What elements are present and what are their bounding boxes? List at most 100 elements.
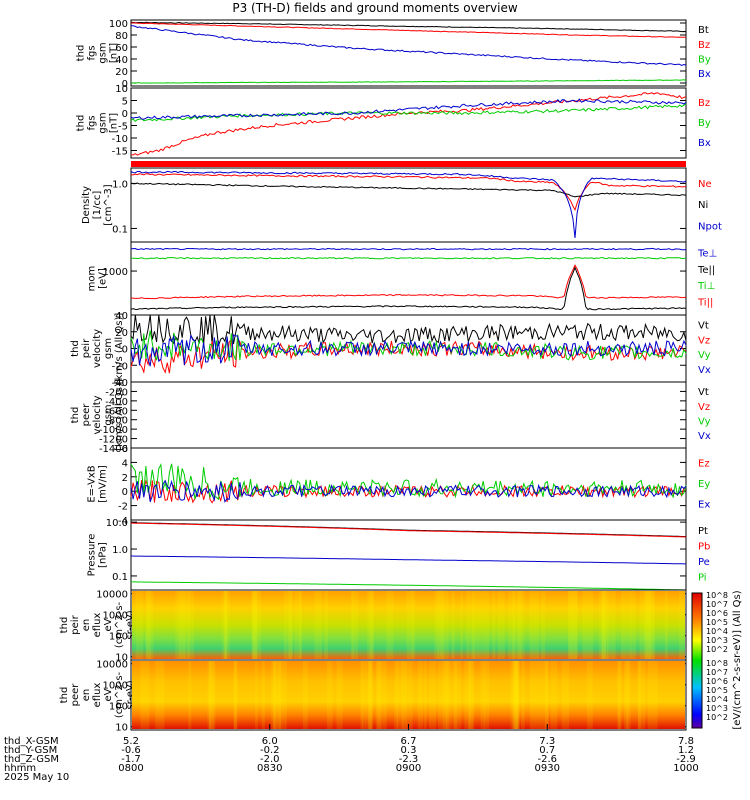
y-axis-label: eflux <box>92 613 103 638</box>
panel-frame <box>130 241 687 316</box>
heatmap-streak <box>375 661 382 729</box>
y-axis-label: [nT] <box>109 43 120 63</box>
panel-frame <box>130 19 687 87</box>
heatmap-streak <box>587 661 593 729</box>
x-tick-value: 0800 <box>118 763 143 774</box>
heatmap-streak <box>271 661 281 729</box>
x-tick-value: 1.2 <box>678 745 694 756</box>
panel-5: -40 -20 0 20 40 thd peir velocity gsm [km/s (All … <box>70 311 711 389</box>
legend-entry: Pe <box>698 557 710 568</box>
legend-entry: Vy <box>698 417 711 428</box>
heatmap-streak <box>664 591 668 659</box>
panel-6: -1400-1200-1000-800-600-400-200 thd peer ve… <box>70 379 711 455</box>
x-tick-value: 7.3 <box>539 736 555 747</box>
y-tick-label: -4 <box>118 516 128 527</box>
y-axis-label: eV <box>103 618 114 631</box>
legend-entry: Te⊥ <box>697 249 717 260</box>
legend-entry: Vx <box>698 431 711 442</box>
heatmap-streak <box>326 661 333 729</box>
y-axis-label: [nT] <box>109 113 120 133</box>
y-tick-label: 5 <box>122 97 128 108</box>
heatmap-streak <box>155 661 165 729</box>
heatmap-streak <box>302 661 308 729</box>
y-tick-label: 10 <box>115 84 128 95</box>
heatmap-streak <box>282 661 287 729</box>
y-axis-label: fgs <box>87 115 98 130</box>
heatmap-streak <box>492 591 496 659</box>
panel-3: 0.1 1.0 Density [1/cc] [cm^-3] Ne Ni Npot <box>81 167 722 243</box>
x-tick-value: 0900 <box>396 763 421 774</box>
y-tick-label: 0 <box>122 487 128 498</box>
heatmap-streak <box>401 661 405 729</box>
y-axis-label: thd <box>76 45 87 62</box>
y-tick-label: 1000 <box>103 267 128 278</box>
heatmap-streak <box>224 591 230 659</box>
y-tick-label: 40 <box>115 55 128 66</box>
y-tick-label: 1.0 <box>112 179 128 190</box>
heatmap-streak <box>617 661 621 729</box>
heatmap-streak <box>472 591 482 659</box>
series-line-By <box>130 103 687 122</box>
y-axis-label: en <box>81 619 92 632</box>
colorbar-tick: 10^5 <box>706 618 728 627</box>
y-tick-label: 20 <box>115 67 128 78</box>
y-axis-label: mom <box>87 266 98 292</box>
heatmap-streak <box>314 591 322 659</box>
y-tick-label: 20 <box>115 328 128 339</box>
heatmap-streak <box>451 591 455 659</box>
y-axis-label: velocity <box>92 329 103 368</box>
heatmap-streak <box>299 591 302 659</box>
legend-entry: Bx <box>698 69 711 80</box>
y-axis-label: thd <box>59 687 70 704</box>
heatmap-streak <box>283 591 288 659</box>
legend-entry: Ex <box>698 500 710 511</box>
x-row-label: thd_Z-GSM <box>4 754 59 765</box>
heatmap-streak <box>368 661 373 729</box>
heatmap-streak <box>287 591 293 659</box>
y-tick-label: 10 <box>115 653 128 664</box>
heatmap-streak <box>404 661 413 729</box>
y-axis-label: peer <box>70 683 81 707</box>
y-axis-label: E=-VxB <box>87 465 98 502</box>
heatmap-streak <box>513 661 520 729</box>
heatmap-streak <box>464 661 474 729</box>
y-axis-label: [nPa] <box>98 542 109 568</box>
heatmap-streak <box>145 591 154 659</box>
heatmap-streak <box>561 661 569 729</box>
x-tick-value: 6.0 <box>262 736 278 747</box>
heatmap-streak <box>582 591 587 659</box>
series-line-Bt <box>131 21 687 33</box>
series-line-Ne <box>130 173 687 212</box>
y-axis-label: [cm^-3] <box>103 184 114 225</box>
series-line-Te⊥ <box>130 247 687 251</box>
heatmap-streak <box>480 661 485 729</box>
heatmap-streak <box>187 591 190 659</box>
x-tick-value: -2.9 <box>676 754 696 765</box>
y-axis-label: (cm^2-s- <box>114 671 125 718</box>
heatmap-streak <box>140 661 150 729</box>
y-tick-label: 100 <box>109 19 128 30</box>
heatmap-streak <box>209 661 216 729</box>
y-tick-label: -5 <box>118 122 128 133</box>
legend-entry: Bt <box>698 25 709 36</box>
legend-entry: By <box>698 118 711 129</box>
heatmap-streak <box>626 661 631 729</box>
y-axis-label: peir <box>81 338 92 358</box>
y-tick-label: -400 <box>105 397 128 408</box>
y-axis-label: eV <box>103 688 114 701</box>
y-tick-label: 10000 <box>96 590 128 601</box>
y-tick-label: -20 <box>112 361 128 372</box>
series-line-Npot <box>130 170 687 238</box>
y-axis-label: [1/cc] <box>92 191 103 220</box>
heatmap-streak <box>529 591 540 659</box>
heatmap-streak <box>638 661 641 729</box>
y-axis-label: [km/s (All Qs)] <box>114 379 125 451</box>
legend-entry: Vx <box>698 365 711 376</box>
panel-frame <box>130 167 687 243</box>
colorbar-tick: 10^3 <box>706 636 728 645</box>
x-tick-value: 0.7 <box>539 745 555 756</box>
heatmap-streak <box>273 661 281 729</box>
heatmap-streak <box>601 591 609 659</box>
y-tick-label: 0 <box>122 109 128 120</box>
